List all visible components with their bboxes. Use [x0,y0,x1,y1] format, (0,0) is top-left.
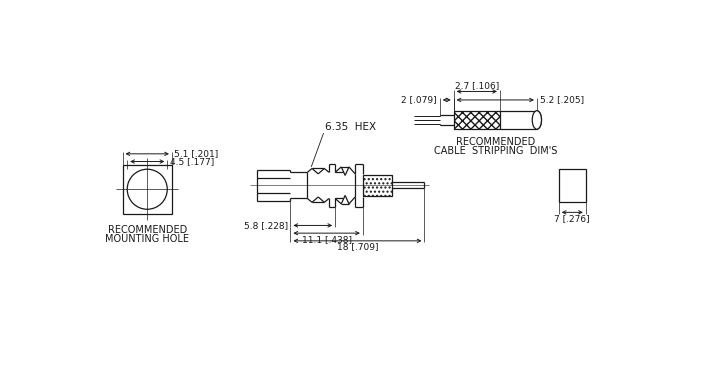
Text: RECOMMENDED: RECOMMENDED [107,225,187,235]
Text: 5.8 [.228]: 5.8 [.228] [244,221,288,230]
Text: 5.1 [.201]: 5.1 [.201] [174,149,218,158]
Text: CABLE  STRIPPING  DIM'S: CABLE STRIPPING DIM'S [433,146,557,156]
Text: 2 [.079]: 2 [.079] [401,96,437,105]
Bar [122,165,172,214]
Circle shape [127,169,167,209]
Text: 7 [.276]: 7 [.276] [554,214,590,223]
Bar [454,111,500,129]
Text: 11.1 [.438]: 11.1 [.438] [302,235,351,244]
Text: 2.7 [.106]: 2.7 [.106] [454,81,499,90]
Bar [559,169,586,202]
Text: RECOMMENDED: RECOMMENDED [456,137,535,147]
Bar [363,175,392,196]
Ellipse shape [532,111,541,129]
Text: 6.35  HEX: 6.35 HEX [325,122,377,131]
Text: 4.5 [.177]: 4.5 [.177] [170,157,214,166]
Text: 5.2 [.205]: 5.2 [.205] [540,96,584,105]
Text: 18 [.709]: 18 [.709] [337,242,378,252]
Text: MOUNTING HOLE: MOUNTING HOLE [105,234,189,244]
